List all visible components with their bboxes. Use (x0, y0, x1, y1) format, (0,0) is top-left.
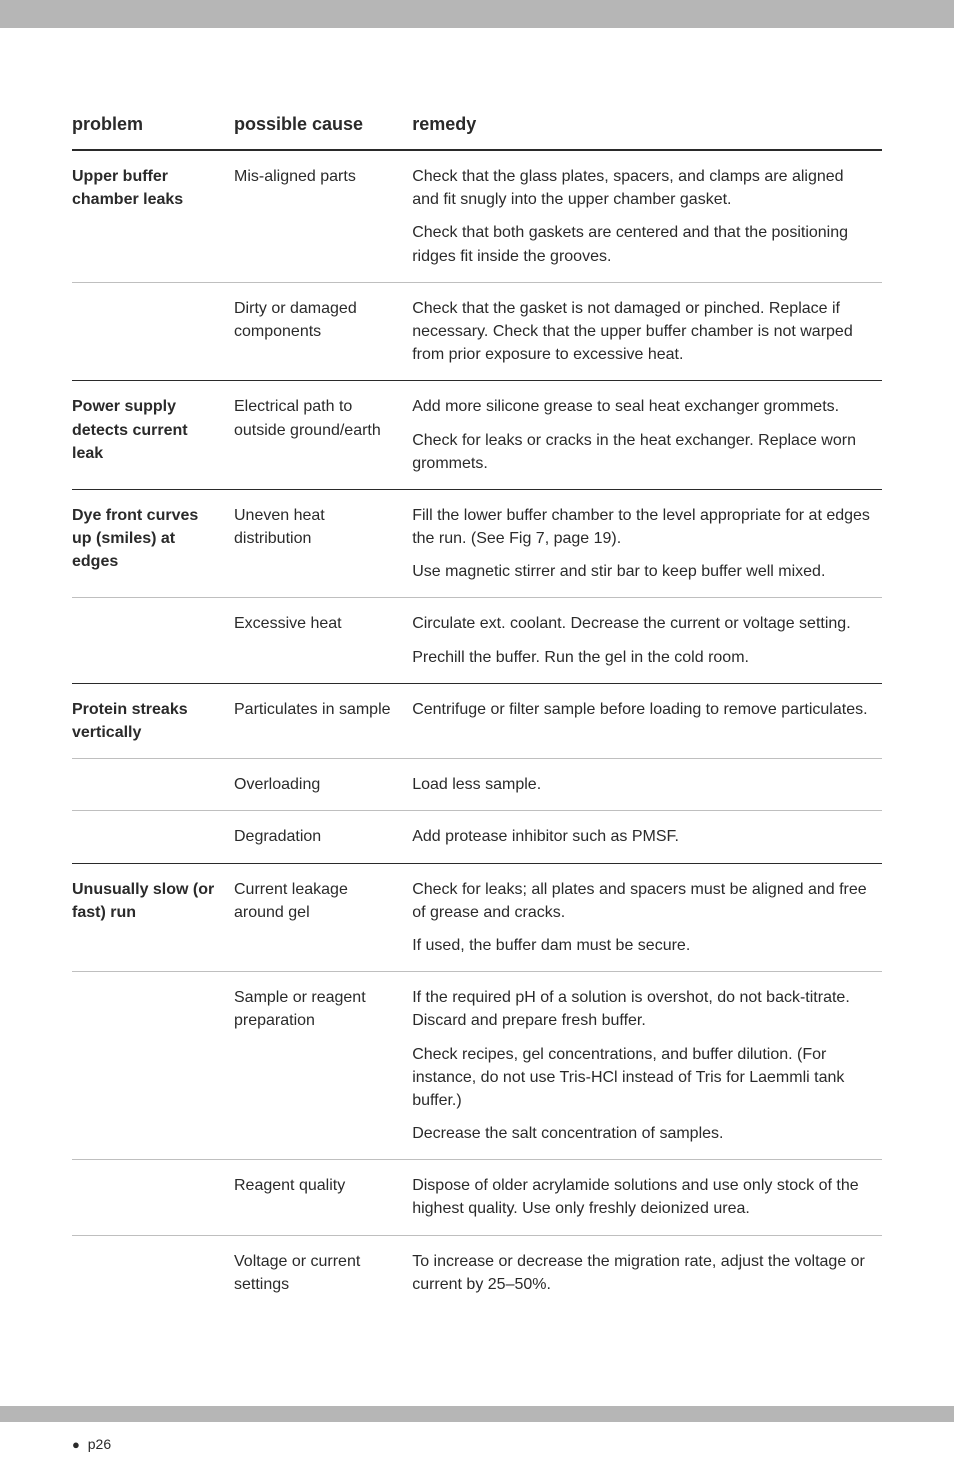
table-row: Power supply detects current leakElectri… (72, 381, 882, 490)
remedy-text: Check that the glass plates, spacers, an… (412, 165, 870, 211)
cause-cell: Voltage or current settings (234, 1235, 412, 1310)
problem-cell: Dye front curves up (smiles) at edges (72, 489, 234, 598)
remedy-cell: Circulate ext. coolant. Decrease the cur… (412, 598, 882, 683)
cause-cell: Dirty or damaged components (234, 282, 412, 381)
problem-cell (72, 759, 234, 811)
page-number: p26 (88, 1436, 111, 1452)
remedy-cell: Check that the glass plates, spacers, an… (412, 150, 882, 282)
cause-cell: Degradation (234, 811, 412, 863)
table-body: Upper buffer chamber leaksMis-aligned pa… (72, 150, 882, 1310)
remedy-text: Check that both gaskets are centered and… (412, 221, 870, 267)
problem-cell (72, 972, 234, 1160)
table-row: Protein streaks verticallyParticulates i… (72, 683, 882, 758)
remedy-text: Check for leaks or cracks in the heat ex… (412, 429, 870, 475)
remedy-cell: Add protease inhibitor such as PMSF. (412, 811, 882, 863)
table-row: DegradationAdd protease inhibitor such a… (72, 811, 882, 863)
table-row: Upper buffer chamber leaksMis-aligned pa… (72, 150, 882, 282)
cause-cell: Current leakage around gel (234, 863, 412, 972)
table-row: Reagent qualityDispose of older acrylami… (72, 1160, 882, 1235)
col-header-cause: possible cause (234, 100, 412, 150)
table-row: Unusually slow (or fast) runCurrent leak… (72, 863, 882, 972)
remedy-text: Add more silicone grease to seal heat ex… (412, 395, 870, 418)
table-row: Sample or reagent preparationIf the requ… (72, 972, 882, 1160)
remedy-cell: Fill the lower buffer chamber to the lev… (412, 489, 882, 598)
problem-cell: Upper buffer chamber leaks (72, 150, 234, 282)
cause-cell: Electrical path to outside ground/earth (234, 381, 412, 490)
remedy-text: If the required pH of a solution is over… (412, 986, 870, 1032)
table-row: Voltage or current settingsTo increase o… (72, 1235, 882, 1310)
bullet-icon: ● (72, 1437, 80, 1452)
remedy-text: Check for leaks; all plates and spacers … (412, 878, 870, 924)
troubleshooting-table: problem possible cause remedy Upper buff… (72, 100, 882, 1310)
remedy-cell: If the required pH of a solution is over… (412, 972, 882, 1160)
problem-cell (72, 1235, 234, 1310)
table-row: OverloadingLoad less sample. (72, 759, 882, 811)
remedy-text: Circulate ext. coolant. Decrease the cur… (412, 612, 870, 635)
remedy-text: Dispose of older acrylamide solutions an… (412, 1174, 870, 1220)
remedy-cell: Centrifuge or filter sample before loadi… (412, 683, 882, 758)
cause-cell: Sample or reagent preparation (234, 972, 412, 1160)
table-header-row: problem possible cause remedy (72, 100, 882, 150)
remedy-text: Decrease the salt concentration of sampl… (412, 1122, 870, 1145)
problem-cell: Protein streaks vertically (72, 683, 234, 758)
remedy-cell: Dispose of older acrylamide solutions an… (412, 1160, 882, 1235)
remedy-cell: Check for leaks; all plates and spacers … (412, 863, 882, 972)
remedy-text: Centrifuge or filter sample before loadi… (412, 698, 870, 721)
page-footer: ● p26 (0, 1422, 954, 1452)
problem-cell: Power supply detects current leak (72, 381, 234, 490)
cause-cell: Excessive heat (234, 598, 412, 683)
remedy-text: To increase or decrease the migration ra… (412, 1250, 870, 1296)
remedy-text: Check recipes, gel concentrations, and b… (412, 1043, 870, 1113)
problem-cell (72, 1160, 234, 1235)
remedy-text: Use magnetic stirrer and stir bar to kee… (412, 560, 870, 583)
remedy-cell: Add more silicone grease to seal heat ex… (412, 381, 882, 490)
problem-cell: Unusually slow (or fast) run (72, 863, 234, 972)
top-grey-bar (0, 0, 954, 28)
bottom-grey-bar (0, 1406, 954, 1422)
remedy-text: If used, the buffer dam must be secure. (412, 934, 870, 957)
remedy-cell: To increase or decrease the migration ra… (412, 1235, 882, 1310)
table-row: Excessive heatCirculate ext. coolant. De… (72, 598, 882, 683)
remedy-text: Prechill the buffer. Run the gel in the … (412, 646, 870, 669)
table-row: Dye front curves up (smiles) at edgesUne… (72, 489, 882, 598)
page-content: problem possible cause remedy Upper buff… (0, 100, 954, 1350)
col-header-remedy: remedy (412, 100, 882, 150)
remedy-text: Check that the gasket is not damaged or … (412, 297, 870, 367)
cause-cell: Overloading (234, 759, 412, 811)
remedy-cell: Check that the gasket is not damaged or … (412, 282, 882, 381)
cause-cell: Reagent quality (234, 1160, 412, 1235)
problem-cell (72, 282, 234, 381)
col-header-problem: problem (72, 100, 234, 150)
table-row: Dirty or damaged componentsCheck that th… (72, 282, 882, 381)
problem-cell (72, 598, 234, 683)
cause-cell: Mis-aligned parts (234, 150, 412, 282)
remedy-text: Add protease inhibitor such as PMSF. (412, 825, 870, 848)
remedy-text: Fill the lower buffer chamber to the lev… (412, 504, 870, 550)
problem-cell (72, 811, 234, 863)
remedy-cell: Load less sample. (412, 759, 882, 811)
cause-cell: Particulates in sample (234, 683, 412, 758)
remedy-text: Load less sample. (412, 773, 870, 796)
cause-cell: Uneven heat distribution (234, 489, 412, 598)
